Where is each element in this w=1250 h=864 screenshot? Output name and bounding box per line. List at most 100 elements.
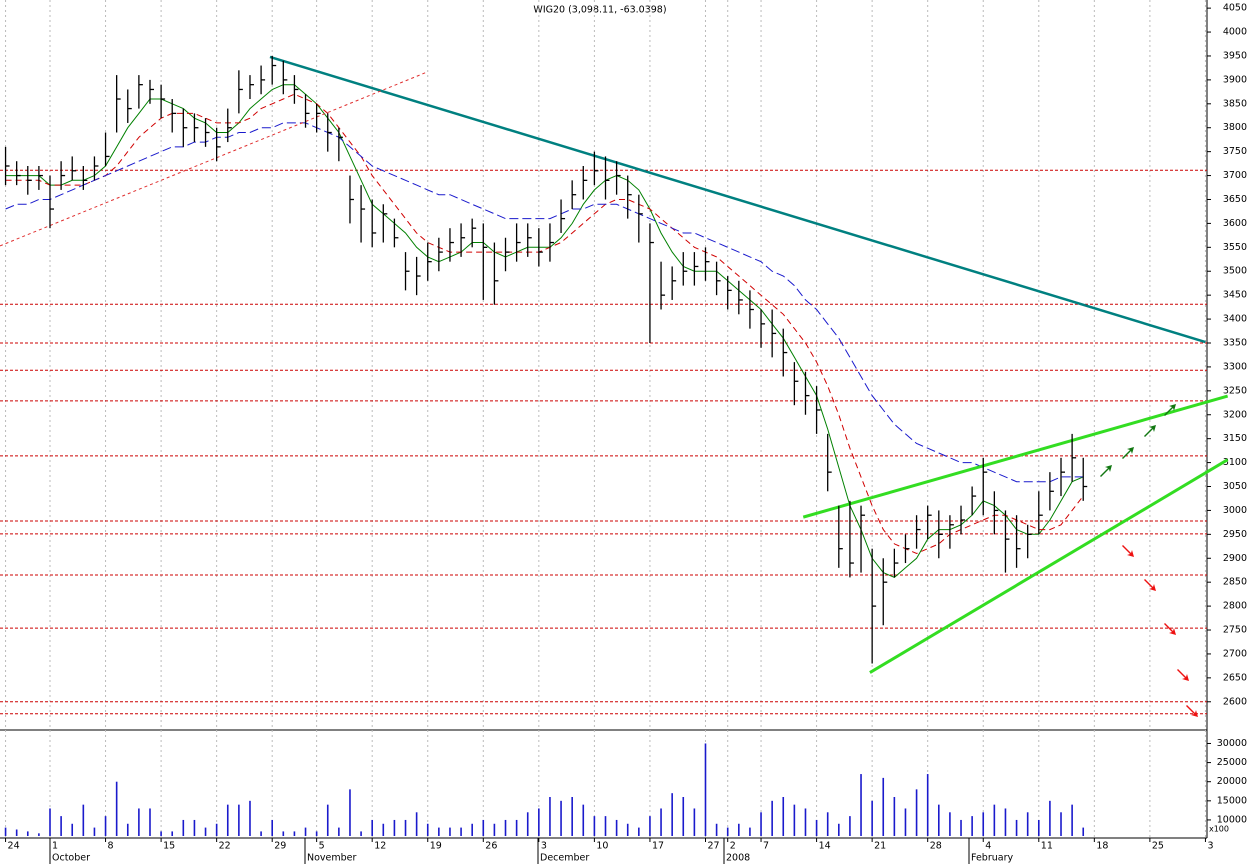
volume-bar [471, 823, 473, 836]
volume-bar [904, 808, 907, 836]
volume-bar [204, 827, 207, 836]
y-tick-label: 4000 [1223, 27, 1247, 38]
y-tick-label: 3150 [1223, 433, 1247, 444]
volume-bar [593, 816, 596, 836]
x-tick-label: 8 [108, 841, 114, 852]
volume-unit: x100 [1209, 825, 1229, 834]
volume-bar [482, 819, 485, 836]
volume-bar [49, 808, 51, 836]
volume-bar [549, 797, 551, 836]
volume-bar [760, 812, 762, 836]
x-tick-label: 14 [819, 841, 831, 852]
volume-bar [993, 804, 996, 836]
volume-bar [738, 823, 740, 836]
volume-bar [38, 833, 40, 836]
x-tick-label: 29 [274, 841, 286, 852]
arrow [1186, 705, 1198, 717]
volume-bar [582, 804, 585, 836]
volume-bar [415, 812, 418, 836]
y-tick-label: 2850 [1223, 577, 1247, 588]
volume-bar [104, 816, 107, 836]
y-tick-label: 2650 [1223, 672, 1247, 683]
volume-bar [949, 812, 951, 836]
volume-bar [238, 804, 240, 836]
volume-bar [226, 804, 229, 836]
x-tick-label: 18 [1096, 841, 1108, 852]
x-tick-label: 12 [374, 841, 386, 852]
month-label: October [52, 853, 90, 864]
moving-average [5, 93, 1084, 555]
month-label: February [971, 853, 1013, 864]
volume-bar [371, 819, 373, 836]
volume-bar [1060, 812, 1062, 836]
up-arrows [1100, 404, 1176, 477]
volume-bar [360, 831, 362, 836]
x-tick-label: 3 [541, 841, 547, 852]
trendline [269, 55, 1206, 344]
trendline [802, 394, 1229, 519]
x-tick-label: 2 [730, 841, 736, 852]
y-tick-label: 3850 [1223, 98, 1247, 109]
volume-bar [260, 831, 262, 836]
volume-bar [871, 800, 873, 836]
volume-bar [860, 774, 862, 836]
volume-bar [560, 800, 562, 836]
volume-bar [126, 823, 129, 836]
volume-bar [626, 823, 629, 836]
volume-bar [138, 808, 140, 836]
moving-average [5, 84, 1084, 578]
volume-bar [1037, 819, 1040, 836]
y-tick-label: 2700 [1223, 648, 1247, 659]
volume-bar [304, 827, 307, 836]
down-arrows [1122, 545, 1198, 717]
volume-bar [649, 816, 651, 836]
volume-bar [615, 819, 618, 836]
volume-bar [971, 816, 973, 836]
volume-bar [882, 777, 885, 836]
volume-bar [182, 819, 185, 836]
volume-bar [171, 831, 174, 836]
chart-title: WIG20 (3,098.11, -63.0398) [533, 5, 666, 16]
x-tick-label: 27 [707, 841, 719, 852]
volume-bar [804, 808, 807, 836]
month-label: December [540, 853, 589, 864]
volume-bar [1082, 827, 1085, 836]
volume-bar [1026, 812, 1029, 836]
arrow [1122, 447, 1134, 459]
x-tick-label: 25 [1152, 841, 1164, 852]
volume-y-tick-label: 30000 [1217, 738, 1247, 749]
y-tick-label: 3800 [1223, 122, 1247, 133]
y-tick-label: 2900 [1223, 553, 1247, 564]
x-tick-label: 17 [652, 841, 664, 852]
volume-bar [326, 804, 329, 836]
arrows [1100, 404, 1198, 717]
volume-bar [671, 793, 673, 836]
volume-bar [404, 819, 407, 836]
y-tick-label: 3000 [1223, 505, 1247, 516]
y-tick-label: 3600 [1223, 218, 1247, 229]
arrow [1144, 579, 1156, 591]
arrow [1164, 623, 1176, 635]
y-tick-label: 2950 [1223, 529, 1247, 540]
x-tick-label: 15 [163, 841, 175, 852]
x-tick-label: 24 [8, 841, 20, 852]
volume-bar [771, 800, 773, 836]
volume-bar [215, 823, 218, 836]
month-label: November [307, 853, 357, 864]
volume-bar [493, 823, 496, 836]
volume-bar [604, 816, 607, 836]
volume-bar [4, 827, 7, 836]
volume-bar [526, 812, 529, 836]
volume-bar [826, 812, 829, 836]
volume-bar [938, 804, 940, 836]
volume-bar [271, 819, 273, 836]
y-tick-label: 3700 [1223, 170, 1247, 181]
volume-bar [1049, 800, 1051, 836]
volume-bar [638, 827, 640, 836]
trendline [0, 71, 427, 247]
x-tick-label: 11 [1041, 841, 1053, 852]
y-tick-label: 3950 [1223, 50, 1247, 61]
x-tick-label: 28 [930, 841, 942, 852]
volume-bar [793, 804, 796, 836]
arrow [1122, 545, 1134, 557]
